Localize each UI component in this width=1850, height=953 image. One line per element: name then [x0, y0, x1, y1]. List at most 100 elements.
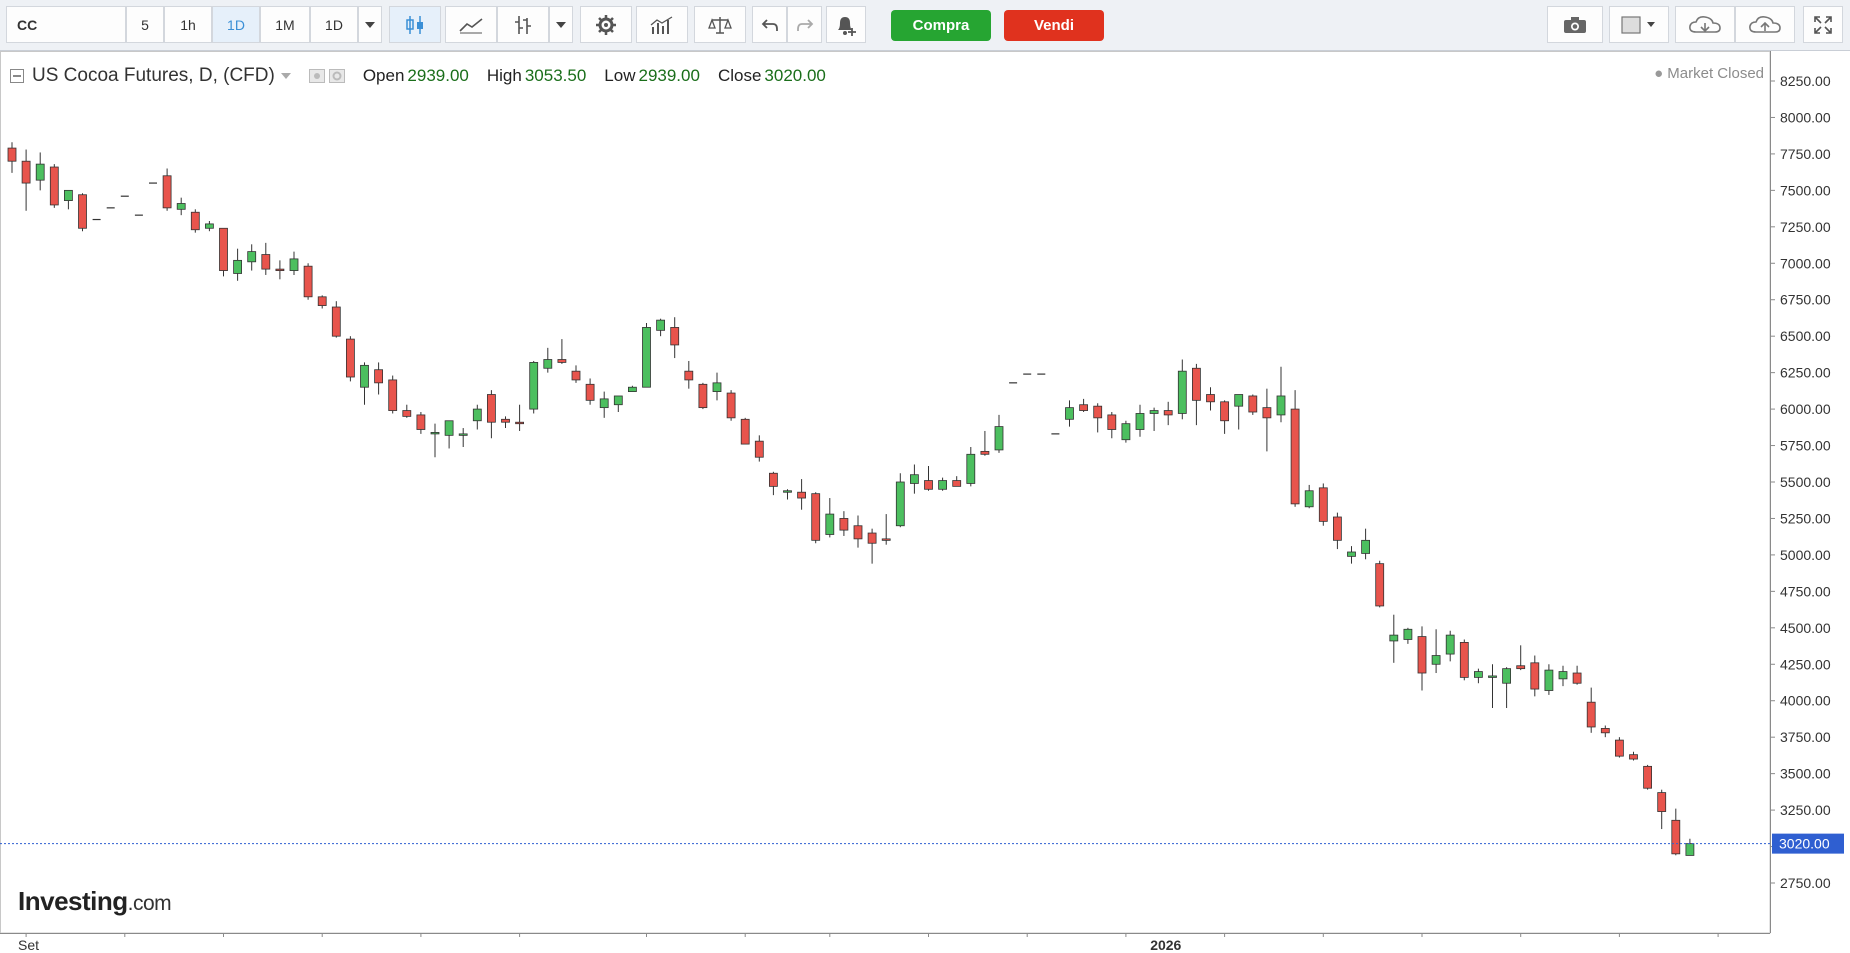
candle-body — [1361, 539, 1370, 554]
screenshot-button[interactable] — [1547, 6, 1603, 43]
candle-body — [49, 166, 59, 206]
candle — [1657, 789, 1667, 830]
candle — [825, 498, 835, 538]
investing-logo: Investing.com — [18, 886, 172, 917]
candle-body — [1333, 516, 1342, 541]
candle-body — [1572, 672, 1582, 684]
candle — [219, 227, 228, 277]
candle — [458, 428, 468, 448]
cloud-download-icon — [1689, 15, 1721, 33]
candle-body — [1516, 665, 1526, 670]
candle-body — [599, 398, 609, 409]
candle — [867, 528, 877, 564]
candle-body — [783, 490, 792, 493]
interval-5m-button[interactable]: 5 — [126, 6, 164, 43]
candle-body — [275, 268, 285, 272]
gear-icon[interactable] — [328, 69, 345, 83]
candle — [49, 164, 59, 208]
y-tick-label: 4500.00 — [1780, 620, 1831, 636]
candle — [613, 395, 623, 413]
candle-body — [204, 223, 214, 229]
candle — [853, 515, 863, 548]
candle-body — [64, 189, 73, 201]
line-type-button[interactable] — [445, 6, 497, 43]
cloud-upload-button[interactable] — [1735, 6, 1795, 43]
candle-body — [360, 364, 369, 388]
candle-body — [1177, 370, 1187, 414]
candle — [797, 479, 806, 510]
candle-body — [1586, 701, 1596, 728]
y-tick-label: 4000.00 — [1780, 693, 1831, 709]
candle — [1459, 639, 1469, 681]
settings-button[interactable] — [580, 6, 632, 43]
line-chart-icon — [459, 17, 483, 33]
indicator-icon — [515, 15, 531, 34]
candle — [571, 365, 581, 383]
interval-1h-button[interactable]: 1h — [164, 6, 212, 43]
interval-1d-button[interactable]: 1D — [212, 6, 260, 43]
redo-button[interactable] — [787, 6, 822, 43]
candle — [1502, 667, 1511, 709]
candle-body — [1093, 405, 1103, 419]
y-tick-label: 6500.00 — [1780, 328, 1831, 344]
candle-body — [1220, 401, 1229, 422]
alert-button[interactable] — [826, 6, 866, 43]
interval-1d-secondary-button[interactable]: 1D — [310, 6, 358, 43]
candle — [642, 323, 651, 388]
legend-dropdown-icon[interactable] — [280, 73, 291, 79]
candle — [1121, 420, 1131, 443]
symbol-input[interactable]: CC — [6, 6, 126, 43]
indicator-dropdown-button[interactable] — [549, 6, 573, 43]
high-label: High — [486, 66, 522, 85]
last-price-tag — [1772, 833, 1844, 854]
candle-body — [839, 518, 849, 531]
candle-body — [529, 362, 539, 410]
cloud-download-button[interactable] — [1675, 6, 1735, 43]
candle — [698, 382, 708, 410]
undo-button[interactable] — [752, 6, 787, 43]
interval-dropdown-button[interactable] — [358, 6, 382, 43]
candle — [839, 511, 849, 536]
candle-body — [571, 370, 581, 381]
y-tick-label: 3500.00 — [1780, 766, 1831, 782]
candle — [1206, 387, 1215, 411]
candle — [388, 375, 398, 414]
y-tick-label: 7000.00 — [1780, 255, 1831, 271]
collapse-icon[interactable] — [10, 69, 24, 83]
candle — [881, 514, 891, 545]
plot-area — [0, 51, 1771, 934]
candle-body — [374, 369, 384, 384]
candle — [1586, 687, 1596, 733]
studies-button[interactable] — [636, 6, 688, 43]
candle — [1431, 629, 1441, 674]
compare-button[interactable] — [694, 6, 746, 43]
y-tick-label: 7750.00 — [1780, 146, 1831, 162]
visibility-icon[interactable] — [308, 69, 325, 83]
candle-body — [712, 382, 722, 392]
candle — [430, 423, 440, 458]
candle — [402, 404, 412, 418]
candle-body — [1431, 655, 1441, 665]
buy-button[interactable]: Compra — [891, 10, 991, 41]
fullscreen-button[interactable] — [1803, 6, 1843, 43]
interval-1m-button[interactable]: 1M — [260, 6, 310, 43]
candle — [684, 360, 694, 389]
candle — [360, 362, 369, 405]
candlestick-type-button[interactable] — [389, 6, 441, 43]
candle-body — [628, 386, 637, 392]
candle — [1262, 388, 1272, 452]
candle — [628, 385, 637, 392]
price-chart[interactable]: 2750.003000.003250.003500.003750.004000.… — [0, 51, 1850, 953]
candle — [472, 404, 482, 430]
low-value: 2939.00 — [638, 66, 700, 85]
candle-body — [726, 392, 736, 419]
candle-body — [345, 338, 355, 378]
settings-icon — [596, 14, 616, 35]
indicator-button[interactable] — [497, 6, 549, 43]
layout-button[interactable] — [1609, 6, 1669, 43]
candle-body — [1657, 792, 1667, 812]
sell-button[interactable]: Vendi — [1004, 10, 1104, 41]
market-status: ● Market Closed — [1654, 65, 1764, 82]
candle — [515, 404, 524, 431]
candle-body — [1417, 636, 1427, 674]
